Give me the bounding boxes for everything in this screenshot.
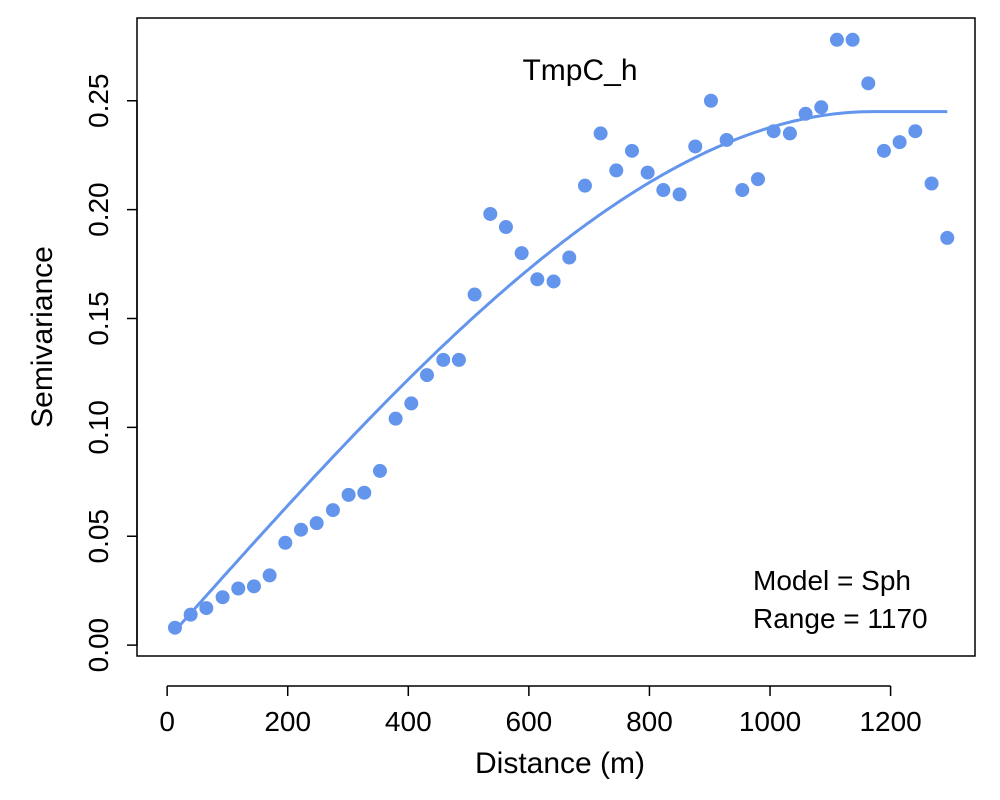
x-tick-label: 400 xyxy=(385,706,432,737)
data-point xyxy=(404,396,419,411)
data-point xyxy=(640,165,655,180)
data-point xyxy=(876,143,891,158)
data-point xyxy=(215,590,230,605)
data-point xyxy=(183,607,198,622)
data-point xyxy=(624,143,639,158)
data-point xyxy=(609,163,624,178)
y-tick-label: 0.20 xyxy=(83,182,114,237)
data-point xyxy=(530,272,545,287)
y-tick-label: 0.25 xyxy=(83,73,114,128)
data-point xyxy=(325,503,340,518)
data-point xyxy=(672,187,687,202)
data-point xyxy=(419,368,434,383)
data-point xyxy=(577,178,592,193)
data-point xyxy=(372,463,387,478)
y-tick-label: 0.05 xyxy=(83,509,114,564)
data-point xyxy=(167,620,182,635)
data-point xyxy=(514,246,529,261)
data-point xyxy=(357,485,372,500)
data-point xyxy=(388,411,403,426)
y-tick-label: 0.10 xyxy=(83,400,114,455)
data-point xyxy=(703,93,718,108)
data-point xyxy=(309,516,324,531)
x-axis: 0 200 400 600 800 1000 1200 xyxy=(159,685,922,737)
data-point xyxy=(750,172,765,187)
data-point xyxy=(231,581,246,596)
data-point xyxy=(546,274,561,289)
data-point xyxy=(814,100,829,115)
y-tick-label: 0.15 xyxy=(83,291,114,346)
data-point xyxy=(262,568,277,583)
data-point xyxy=(451,352,466,367)
data-point xyxy=(829,32,844,47)
data-point xyxy=(735,183,750,198)
x-tick-label: 800 xyxy=(626,706,673,737)
data-point xyxy=(892,135,907,150)
data-point xyxy=(246,579,261,594)
x-tick-label: 1200 xyxy=(859,706,921,737)
data-point xyxy=(688,139,703,154)
data-point xyxy=(908,124,923,139)
x-axis-title: Distance (m) xyxy=(475,747,645,780)
data-point xyxy=(798,106,813,121)
y-axis-title: Semivariance xyxy=(26,246,59,428)
data-point xyxy=(766,124,781,139)
data-point xyxy=(483,206,498,221)
data-point xyxy=(782,126,797,141)
y-tick-label: 0.00 xyxy=(83,618,114,673)
data-point xyxy=(498,220,513,235)
model-annotation: Model = Sph xyxy=(753,565,911,596)
data-point xyxy=(562,250,577,265)
x-tick-label: 0 xyxy=(159,706,175,737)
x-tick-label: 1000 xyxy=(739,706,801,737)
model-curve xyxy=(173,110,948,632)
x-tick-label: 600 xyxy=(506,706,553,737)
data-point xyxy=(436,352,451,367)
data-point xyxy=(861,76,876,91)
data-point xyxy=(719,132,734,147)
data-point xyxy=(199,601,214,616)
data-point xyxy=(293,522,308,537)
data-point xyxy=(341,487,356,502)
chart-title: TmpC_h xyxy=(522,54,637,87)
range-annotation: Range = 1170 xyxy=(753,603,928,634)
data-point xyxy=(656,183,671,198)
data-point xyxy=(593,126,608,141)
data-point xyxy=(940,230,955,245)
data-points xyxy=(167,32,955,635)
data-point xyxy=(278,535,293,550)
x-tick-label: 200 xyxy=(264,706,311,737)
data-point xyxy=(845,32,860,47)
y-axis: 0.00 0.05 0.10 0.15 0.20 0.25 xyxy=(83,73,138,673)
data-point xyxy=(467,287,482,302)
data-point xyxy=(924,176,939,191)
